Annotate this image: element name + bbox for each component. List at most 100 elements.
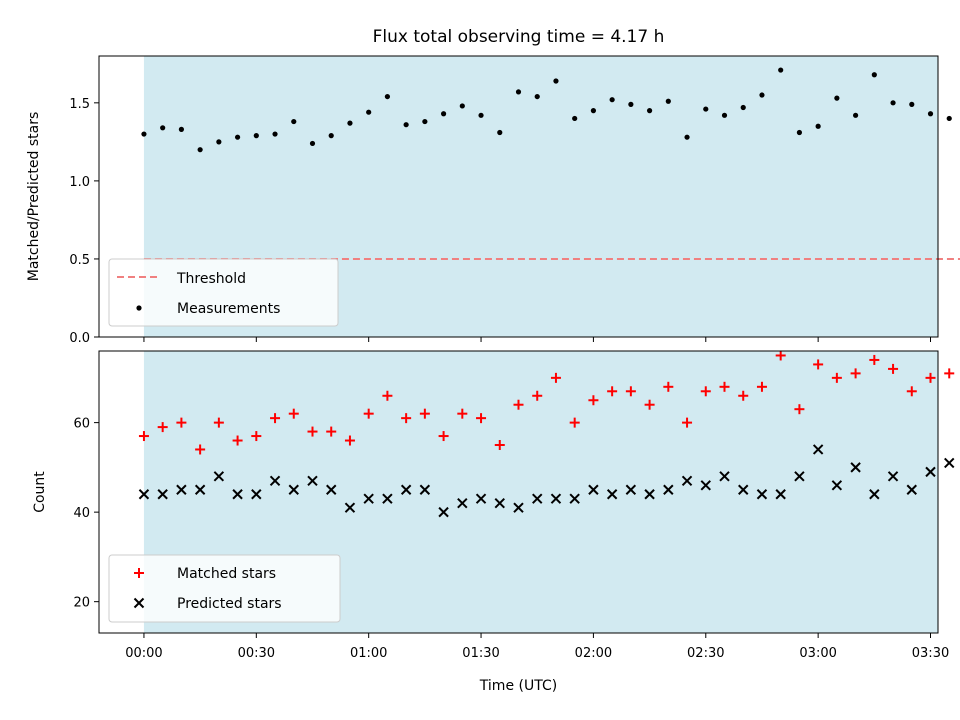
matched-stars-point [513,399,524,410]
measurements-point [665,98,671,104]
measurements-point [178,126,185,132]
measurements-point [740,104,746,111]
predicted-stars-point [850,462,861,473]
predicted-stars-point [681,475,693,487]
matched-stars-point [794,404,805,415]
predicted-stars-point [288,484,299,495]
measurements-point [721,112,728,118]
matched-stars-point [363,408,374,419]
matched-stars-point [738,390,749,401]
matched-stars-point [438,431,449,442]
matched-stars-point [888,363,899,374]
measurements-point [366,109,372,115]
predicted-stars-point [756,489,768,500]
matched-stars-point [138,431,149,442]
matched-stars-point [607,386,618,397]
measurements-point [852,112,859,118]
matched-stars-point [925,372,936,383]
predicted-stars-point [663,484,674,495]
predicted-stars-point [232,489,243,500]
measurements-point [272,131,278,137]
measurements-point [871,72,877,78]
predicted-stars-point [738,484,749,495]
predicted-stars-point [831,480,843,491]
measurements-point [515,89,522,95]
y-tick-label: 1.0 [69,175,90,190]
matched-stars-point [906,386,917,397]
ratio-panel: 0.0 0.5 1.0 1.5 Flux total observing time =… [26,27,960,346]
y-tick-label: 20 [73,596,90,611]
measurements-point [890,100,896,106]
predicted-stars-point [269,475,281,487]
matched-stars-point [157,422,168,433]
measurements-point [459,103,465,109]
measurements-point [347,120,353,126]
measurements-point [328,133,334,139]
measurements-point [646,108,653,114]
x-tick-label: 02:30 [687,646,724,661]
measurements-point [403,122,409,128]
measurements-point [609,97,615,103]
legend-predicted-swatch [133,597,145,609]
measurements-point [815,123,821,129]
measurements-point [927,111,934,117]
matched-stars-point [850,368,861,379]
measurements-point [628,101,634,107]
measurements-point [478,112,484,118]
matched-stars-point [476,413,487,424]
matched-stars-point [588,395,599,406]
predicted-stars-point [251,489,262,500]
measurements-point [534,93,540,100]
predicted-stars-point [363,493,374,504]
matched-stars-point [532,390,543,401]
matched-stars-point [682,417,693,428]
matched-stars-point [232,435,243,446]
measurements-point [234,134,241,140]
matched-stars-point [213,417,224,428]
predicted-stars-point [887,471,899,482]
matched-stars-point [288,408,299,419]
matched-stars-point [625,386,636,397]
matched-stars-point [756,381,767,392]
matched-stars-point [831,372,842,383]
predicted-stars-point [194,484,206,495]
measurements-point [291,118,297,125]
measurements-point [909,101,915,107]
matched-stars-point [344,435,355,446]
predicted-stars-point [925,466,936,478]
measurements-point [384,93,391,100]
predicted-stars-point [794,471,805,482]
matched-stars-point [176,417,187,428]
measurements-point [834,95,840,101]
predicted-stars-point [812,444,824,455]
matched-stars-point [719,381,730,392]
ratio-ticks: 0.0 0.5 1.0 1.5 [69,97,932,346]
counts-legend-box [108,554,341,623]
predicted-stars-point [700,480,711,491]
measurements-point [216,139,222,145]
measurements-point [759,92,765,98]
matched-stars-point [326,426,337,437]
measurements-point [253,133,259,139]
predicted-stars-point [625,484,637,495]
counts-legend: Matched stars Predicted stars [108,554,341,623]
matched-stars-point [944,368,955,379]
measurements-point [572,115,578,122]
measurements-point [796,129,803,136]
predicted-stars-point [157,489,168,500]
ratio-y-axis-label: Matched/Predicted stars [26,112,42,282]
measurements-point [703,106,709,112]
matched-stars-point [494,440,505,450]
predicted-stars-point [419,484,431,495]
predicted-stars-point [513,502,524,513]
legend-threshold-label: Threshold [176,271,246,287]
matched-stars-point [644,399,655,410]
predicted-stars-point [344,502,356,513]
matched-stars-point [550,372,561,383]
predicted-stars-point [719,471,730,482]
predicted-stars-point [944,457,955,469]
measurements-point [141,131,147,137]
legend-matched-swatch [134,568,144,578]
matched-stars-point [569,417,580,428]
ratio-legend-box [108,258,339,327]
